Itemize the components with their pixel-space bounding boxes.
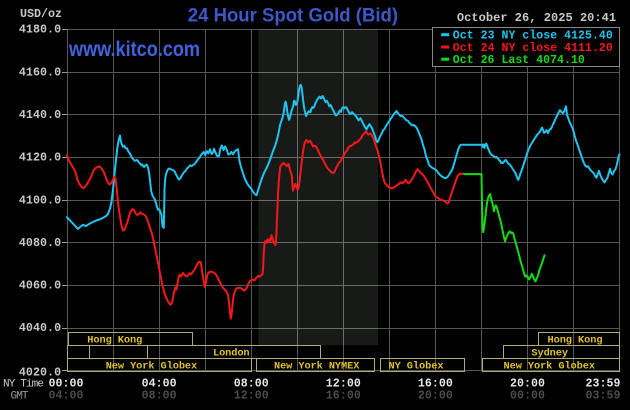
svg-text:GMT: GMT	[11, 391, 29, 403]
svg-text:USD/oz: USD/oz	[20, 7, 62, 21]
svg-text:16:00: 16:00	[326, 390, 361, 403]
svg-text:4180.0: 4180.0	[19, 23, 61, 37]
svg-text:00:00: 00:00	[510, 390, 545, 403]
svg-text:NY Time: NY Time	[3, 379, 44, 391]
svg-text:12:00: 12:00	[234, 390, 269, 403]
svg-text:4100.0: 4100.0	[19, 193, 61, 207]
svg-text:4140.0: 4140.0	[19, 108, 61, 122]
svg-text:Sydney: Sydney	[531, 348, 568, 360]
svg-text:4040.0: 4040.0	[19, 321, 61, 335]
svg-text:New York Globex: New York Globex	[106, 361, 198, 373]
svg-text:16:00: 16:00	[418, 378, 453, 391]
svg-text:03:59: 03:59	[586, 390, 621, 403]
svg-text:04:00: 04:00	[49, 390, 84, 403]
svg-text:www.kitco.com: www.kitco.com	[68, 37, 200, 61]
svg-text:4120.0: 4120.0	[19, 151, 61, 165]
svg-text:Oct 24 NY close 4111.20: Oct 24 NY close 4111.20	[453, 42, 613, 55]
svg-text:New York NYMEX: New York NYMEX	[274, 361, 360, 373]
svg-text:Hong Kong: Hong Kong	[548, 335, 603, 347]
svg-text:Hong Kong: Hong Kong	[87, 335, 142, 347]
svg-text:NY Globex: NY Globex	[389, 361, 444, 373]
svg-text:20:00: 20:00	[510, 378, 545, 391]
svg-text:08:00: 08:00	[142, 390, 177, 403]
svg-text:24 Hour Spot Gold (Bid): 24 Hour Spot Gold (Bid)	[188, 4, 398, 26]
svg-text:08:00: 08:00	[234, 378, 269, 391]
svg-text:4020.0: 4020.0	[19, 365, 61, 379]
svg-text:00:00: 00:00	[49, 378, 84, 391]
svg-text:12:00: 12:00	[326, 378, 361, 391]
svg-text:04:00: 04:00	[142, 378, 177, 391]
svg-text:Oct 23 NY close 4125.40: Oct 23 NY close 4125.40	[453, 30, 613, 43]
svg-text:4160.0: 4160.0	[19, 65, 61, 79]
svg-text:Oct 26 Last 4074.10: Oct 26 Last 4074.10	[453, 54, 585, 67]
svg-text:23:59: 23:59	[586, 378, 621, 391]
svg-text:4080.0: 4080.0	[19, 236, 61, 250]
svg-text:20:00: 20:00	[418, 390, 453, 403]
svg-text:4060.0: 4060.0	[19, 279, 61, 293]
svg-text:London: London	[213, 348, 250, 360]
svg-text:October 26, 2025 20:41: October 26, 2025 20:41	[457, 11, 616, 25]
svg-text:New York Globex: New York Globex	[504, 361, 596, 373]
